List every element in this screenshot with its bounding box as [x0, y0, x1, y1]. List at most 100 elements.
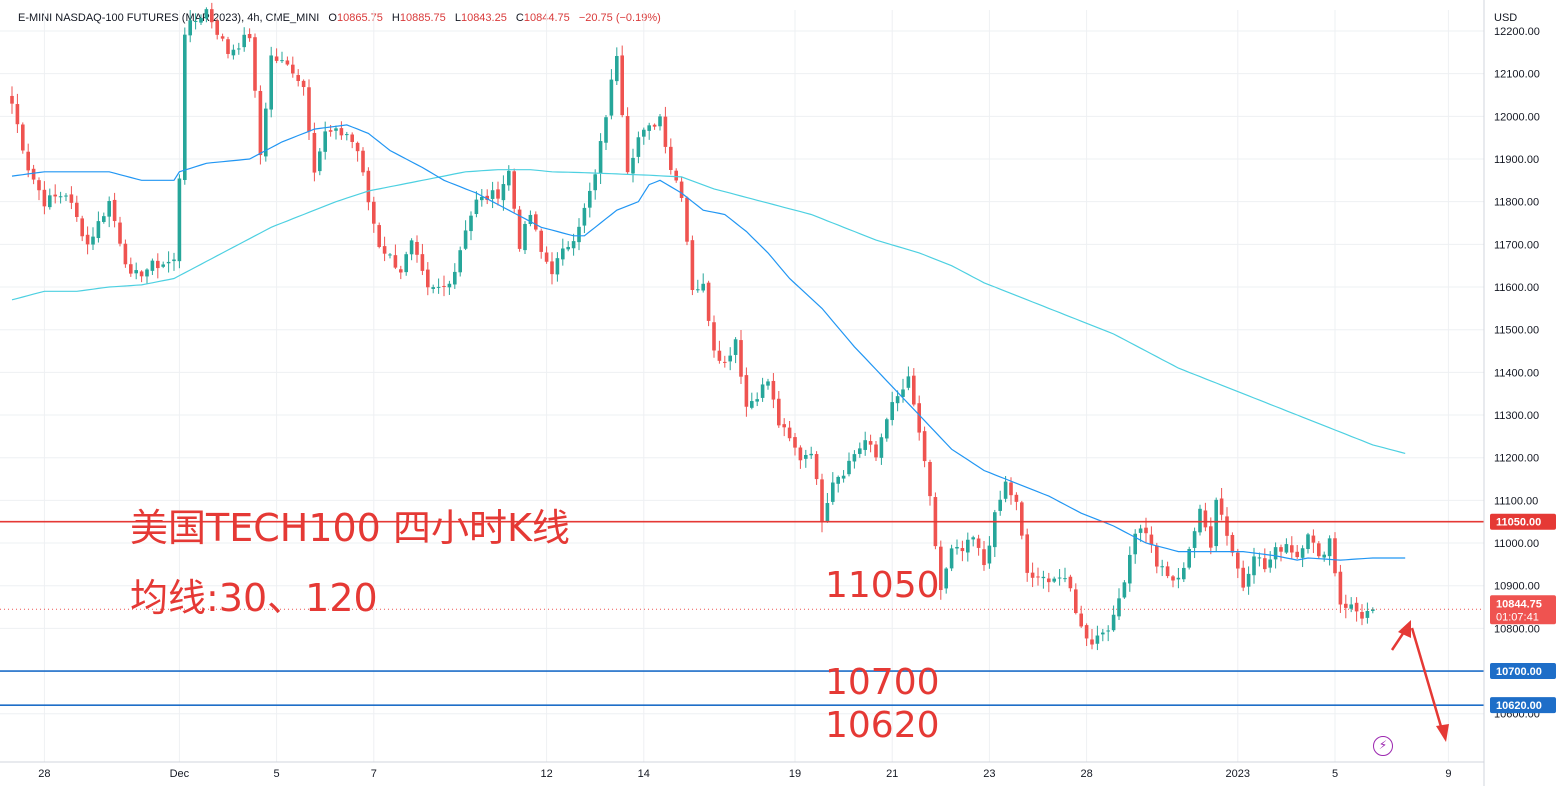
candle-down	[652, 124, 657, 127]
price-tick-label: 10900.00	[1494, 581, 1540, 593]
candle-up	[188, 20, 192, 36]
candle-down	[393, 255, 398, 268]
candle-up	[1371, 609, 1375, 611]
candle-down	[80, 218, 84, 237]
candle-up	[480, 196, 484, 201]
candle-up	[701, 283, 705, 291]
candle-down	[1203, 510, 1208, 528]
candle-up	[825, 503, 830, 522]
candle-down	[1354, 602, 1359, 612]
annotation-title: 美国TECH100 四小时K线	[130, 506, 570, 550]
candle-down	[399, 269, 403, 273]
candle-up	[177, 178, 182, 262]
open-value: 10865.75	[336, 12, 383, 24]
candle-up	[469, 215, 473, 232]
candle-down	[690, 240, 695, 291]
candle-up	[733, 339, 738, 355]
candle-down	[1149, 534, 1154, 545]
candle-down	[1036, 576, 1040, 578]
candle-down	[1165, 566, 1170, 577]
candle-up	[1257, 557, 1262, 559]
candle-down	[112, 199, 117, 222]
price-tick-label: 12100.00	[1494, 69, 1540, 81]
candle-up	[949, 548, 954, 569]
candle-up	[750, 401, 754, 408]
candle-up	[404, 254, 408, 273]
candle-down	[372, 201, 376, 224]
candle-up	[955, 546, 959, 549]
candle-up	[463, 230, 468, 249]
current-price-label: 10844.75	[1496, 598, 1542, 610]
candle-up	[1187, 549, 1191, 568]
candle-down	[1333, 538, 1337, 574]
candle-down	[215, 20, 219, 35]
candle-down	[420, 254, 425, 271]
candle-down	[75, 202, 79, 218]
candle-down	[1025, 534, 1029, 573]
candle-up	[345, 134, 349, 136]
price-tick-label: 11200.00	[1494, 453, 1539, 465]
candle-up	[571, 241, 576, 249]
close-label: C	[515, 12, 524, 24]
candle-down	[1068, 576, 1073, 589]
candle-up	[474, 199, 479, 215]
candle-down	[1295, 551, 1299, 558]
candle-up	[615, 56, 619, 82]
candle-down	[1219, 498, 1224, 515]
time-tick-label: 9	[1445, 768, 1451, 780]
candle-down	[1084, 625, 1089, 639]
candle-down	[976, 538, 981, 548]
candle-down	[1009, 482, 1013, 496]
candle-up	[523, 223, 527, 251]
candle-down	[739, 340, 743, 377]
candle-down	[415, 241, 419, 255]
time-tick-label: Dec	[170, 768, 190, 780]
candle-up	[102, 216, 106, 222]
candle-down	[922, 431, 927, 462]
candle-down	[123, 243, 128, 265]
lightning-icon[interactable]: ⚡	[1373, 736, 1393, 756]
candle-up	[766, 381, 770, 386]
candle-down	[685, 197, 689, 242]
candle-down	[1360, 611, 1364, 619]
candle-up	[879, 437, 884, 458]
candle-up	[134, 270, 138, 274]
annotation-11050: 11050	[825, 565, 940, 606]
open-label: O	[328, 12, 337, 24]
time-tick-label: 5	[1332, 768, 1338, 780]
candle-down	[723, 361, 727, 363]
level-price-label: 10620.00	[1496, 700, 1542, 712]
time-tick-label: 14	[638, 768, 650, 780]
candle-down	[679, 181, 684, 198]
time-tick-label: 5	[274, 768, 280, 780]
candle-down	[53, 194, 57, 197]
candle-down	[1074, 589, 1078, 614]
candle-down	[1311, 535, 1316, 543]
candle-up	[193, 20, 198, 22]
candle-up	[107, 201, 111, 217]
candle-down	[620, 55, 624, 116]
candle-down	[258, 90, 263, 156]
candle-up	[577, 226, 581, 243]
level-price-badge	[1490, 663, 1556, 680]
candle-up	[388, 254, 392, 256]
candle-up	[1192, 531, 1197, 548]
candle-down	[868, 441, 873, 445]
change-value: −20.75 (−0.19%)	[578, 12, 661, 24]
price-tick-label: 11000.00	[1494, 538, 1539, 550]
current-price-badge	[1490, 595, 1556, 625]
candle-down	[1209, 526, 1213, 548]
candle-down	[307, 87, 311, 132]
candle-up	[987, 545, 992, 564]
candle-up	[604, 117, 608, 143]
arrowhead-down	[1436, 724, 1449, 742]
candle-down	[328, 130, 333, 132]
candle-down	[129, 264, 133, 274]
candle-down	[210, 9, 214, 23]
candle-down	[625, 116, 630, 173]
candle-down	[285, 60, 290, 65]
chart-header: E-MINI NASDAQ-100 FUTURES (MAR 2023), 4h…	[18, 12, 661, 24]
candle-down	[226, 39, 230, 54]
